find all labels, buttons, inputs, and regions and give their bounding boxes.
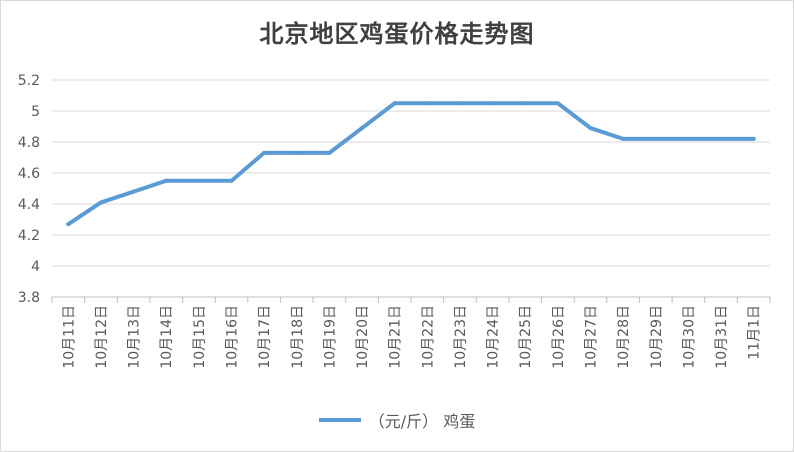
data-point	[98, 200, 103, 205]
x-axis: 10月11日 10月12日 10月13日 10月14日 10月15日 10月16日 10月1…	[51, 296, 771, 369]
data-point	[686, 136, 691, 141]
data-point	[164, 178, 169, 183]
y-tick-label: 5	[31, 104, 40, 120]
data-point	[751, 136, 756, 141]
data-point	[523, 101, 528, 106]
x-tick-label: 10月18日	[290, 305, 306, 369]
x-tick-label: 10月13日	[127, 305, 143, 369]
legend-swatch	[318, 418, 361, 422]
chart-title: 北京地区鸡蛋价格走势图	[259, 20, 535, 48]
y-axis-ticks: 3.8 4 4.2 4.4 4.6 4.8 5 5.2	[18, 73, 40, 306]
data-point	[66, 222, 71, 227]
x-tick-label: 10月16日	[225, 305, 241, 369]
y-tick-label: 4.4	[18, 197, 40, 213]
data-point	[229, 178, 234, 183]
x-tick-label: 10月31日	[714, 305, 730, 369]
data-point	[327, 150, 332, 155]
data-point	[262, 150, 267, 155]
series-layer	[66, 101, 756, 227]
x-tick-label: 10月19日	[322, 305, 338, 369]
x-tick-label: 10月28日	[616, 305, 632, 369]
x-tick-label: 10月27日	[584, 305, 600, 369]
data-point	[131, 189, 136, 194]
x-tick-label: 10月11日	[61, 305, 77, 369]
data-point	[588, 126, 593, 131]
data-point	[392, 101, 397, 106]
y-tick-label: 3.8	[18, 290, 40, 306]
legend: （元/斤） 鸡蛋	[0, 408, 794, 432]
data-point	[425, 101, 430, 106]
x-tick-label: 10月25日	[518, 305, 534, 369]
x-tick-label: 10月29日	[649, 305, 665, 369]
x-tick-label: 10月14日	[159, 305, 175, 369]
x-tick-label: 10月26日	[551, 305, 567, 369]
data-point	[457, 101, 462, 106]
x-tick-label: 10月24日	[486, 305, 502, 369]
x-tick-label: 10月20日	[355, 305, 371, 369]
data-point	[621, 136, 626, 141]
x-tick-label: 10月23日	[453, 305, 469, 369]
data-point	[196, 178, 201, 183]
data-point	[555, 101, 560, 106]
data-point	[294, 150, 299, 155]
data-point	[719, 136, 724, 141]
data-point	[490, 101, 495, 106]
series-line	[66, 101, 756, 227]
y-tick-label: 4.8	[18, 135, 40, 151]
x-tick-label: 10月30日	[681, 305, 697, 369]
y-tick-label: 5.2	[18, 73, 40, 89]
legend-label: （元/斤） 鸡蛋	[368, 412, 476, 431]
gridlines	[52, 79, 770, 267]
x-tick-label: 10月15日	[192, 305, 208, 369]
y-tick-label: 4.6	[18, 166, 40, 182]
x-tick-label: 10月22日	[420, 305, 436, 369]
data-point	[653, 136, 658, 141]
x-tick-label: 10月12日	[94, 305, 110, 369]
y-tick-label: 4	[31, 259, 40, 275]
x-tick-label: 11月1日	[747, 305, 763, 360]
y-tick-label: 4.2	[18, 228, 40, 244]
x-tick-label: 10月17日	[257, 305, 273, 369]
x-tick-label: 10月21日	[388, 305, 404, 369]
data-point	[360, 126, 365, 131]
